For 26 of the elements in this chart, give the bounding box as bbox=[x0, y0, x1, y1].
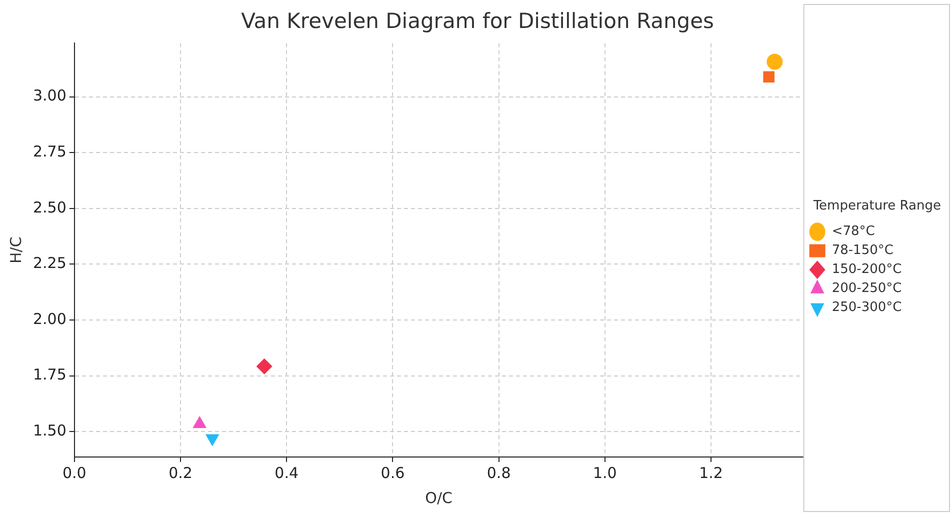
y-tick-label: 2.25 bbox=[32, 254, 66, 272]
x-tick-label: 0.6 bbox=[380, 464, 405, 482]
point bbox=[763, 71, 774, 83]
x-tick-label: 1.0 bbox=[592, 464, 617, 482]
x-tick-label: 1.2 bbox=[699, 464, 723, 482]
x-tick-label: 0.2 bbox=[168, 464, 192, 482]
x-tick-label: 0.0 bbox=[62, 464, 86, 482]
chart-title: Van Krevelen Diagram for Distillation Ranges bbox=[241, 9, 714, 34]
legend-label: 78-150°C bbox=[832, 243, 894, 258]
x-tick-label: 0.4 bbox=[274, 464, 299, 482]
y-tick-label: 3.00 bbox=[32, 86, 66, 105]
legend-label: <78°C bbox=[832, 224, 875, 240]
legend-title: Temperature Range bbox=[812, 198, 941, 214]
y-tick-label: 2.50 bbox=[32, 198, 66, 216]
y-axis-title: H/C bbox=[6, 236, 25, 264]
y-tick-label: 1.50 bbox=[32, 421, 66, 440]
y-tick-label: 1.75 bbox=[32, 366, 66, 384]
legend-label: 150-200°C bbox=[832, 262, 902, 278]
point bbox=[766, 54, 783, 70]
legend-label: 200-250°C bbox=[832, 281, 902, 296]
point bbox=[256, 358, 272, 374]
y-tick-label: 2.75 bbox=[32, 142, 66, 160]
y-tick-label: 2.00 bbox=[32, 310, 66, 328]
x-tick-label: 0.8 bbox=[486, 464, 511, 482]
x-axis-title: O/C bbox=[425, 488, 453, 507]
legend-label: 250-300°C bbox=[832, 300, 902, 316]
